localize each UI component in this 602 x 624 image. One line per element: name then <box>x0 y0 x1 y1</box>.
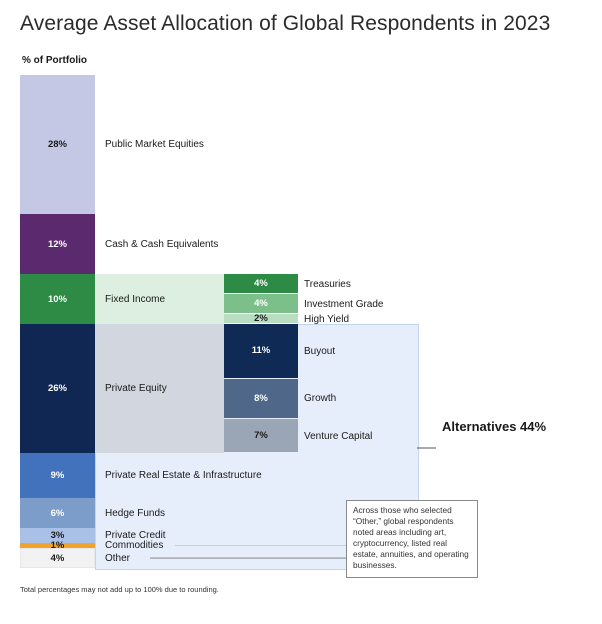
sub-label-growth: Growth <box>304 393 337 405</box>
label-commodities: Commodities <box>105 540 164 552</box>
label-other: Other <box>105 552 131 564</box>
segment-private-real-estate-infrastructure: 9% <box>20 453 95 499</box>
sub-label-investment-grade: Investment Grade <box>304 298 384 310</box>
label-public-market-equities: Public Market Equities <box>105 139 204 151</box>
segment-commodities: 1% <box>20 540 95 551</box>
sub-segment-buyout: 11% <box>224 323 298 378</box>
label-cash-cash-equivalents: Cash & Cash Equivalents <box>105 238 219 250</box>
segment-public-market-equities: 28% <box>20 75 95 215</box>
sub-segment-high-yield: 2% <box>224 313 298 324</box>
band-fixed-income <box>95 274 224 324</box>
chart-title: Average Asset Allocation of Global Respo… <box>20 12 551 35</box>
segment-fixed-income: 10% <box>20 274 95 324</box>
band-private-equity <box>95 323 224 454</box>
label-hedge-funds: Hedge Funds <box>105 507 166 519</box>
sub-label-treasuries: Treasuries <box>304 278 351 290</box>
segment-private-credit: 3% <box>20 528 95 544</box>
label-fixed-income: Fixed Income <box>105 293 166 305</box>
sub-segment-investment-grade: 4% <box>224 294 298 314</box>
label-private-credit: Private Credit <box>105 530 166 542</box>
alternatives-label: Alternatives 44% <box>442 419 547 434</box>
sub-segment-growth: 8% <box>224 378 298 418</box>
segment-hedge-funds: 6% <box>20 498 95 529</box>
sub-label-venture-capital: Venture Capital <box>304 430 373 442</box>
sub-segment-venture-capital: 7% <box>224 418 298 453</box>
sub-label-buyout: Buyout <box>304 345 336 357</box>
sub-segment-treasuries: 4% <box>224 274 298 294</box>
segment-private-equity: 26% <box>20 323 95 454</box>
other-note-box: Across those who selected “Other,” globa… <box>346 500 478 578</box>
footnote: Total percentages may not add up to 100%… <box>20 585 219 594</box>
label-private-real-estate-infrastructure: Private Real Estate & Infrastructure <box>105 470 262 482</box>
segment-other: 4% <box>20 548 95 568</box>
y-axis-label: % of Portfolio <box>22 55 87 66</box>
label-private-equity: Private Equity <box>105 383 167 395</box>
segment-cash-cash-equivalents: 12% <box>20 214 95 275</box>
sub-label-high-yield: High Yield <box>304 313 350 325</box>
